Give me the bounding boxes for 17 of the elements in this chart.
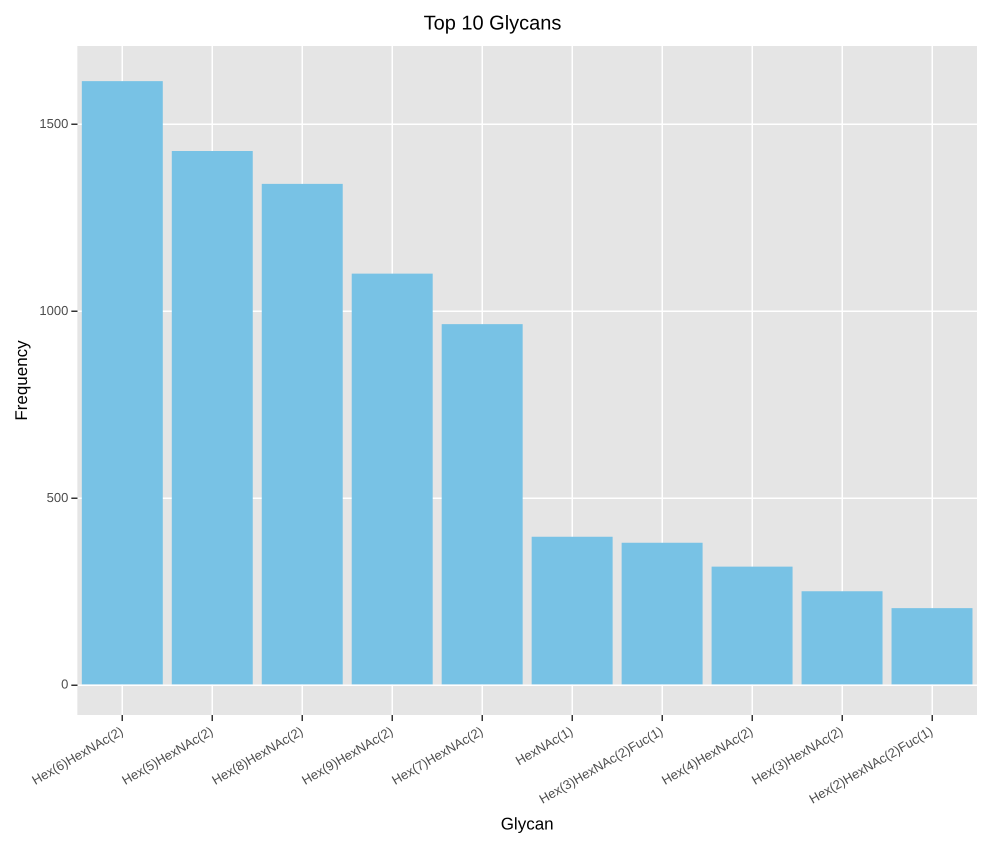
bar xyxy=(172,151,253,684)
bar xyxy=(712,566,793,684)
y-tick-label: 1000 xyxy=(39,302,68,318)
bar xyxy=(262,184,343,684)
bar xyxy=(802,591,883,684)
y-tick-label: 500 xyxy=(46,490,68,505)
y-tick-label: 1500 xyxy=(39,116,68,132)
bar xyxy=(622,542,703,684)
bar xyxy=(352,274,433,684)
bar xyxy=(442,324,523,684)
y-tick-label: 0 xyxy=(61,676,68,692)
bar xyxy=(82,81,163,684)
x-axis-title: Glycan xyxy=(500,814,554,834)
y-axis-title: Frequency xyxy=(12,340,31,421)
bar xyxy=(892,608,972,684)
chart-title: Top 10 Glycans xyxy=(424,12,562,35)
bar xyxy=(532,536,613,684)
